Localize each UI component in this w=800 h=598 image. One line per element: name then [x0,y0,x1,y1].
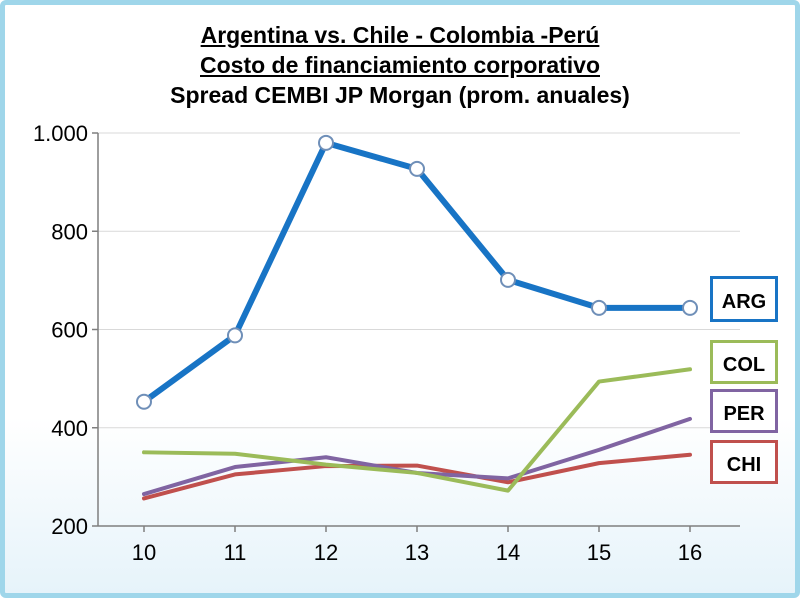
x-tick-label: 15 [587,540,611,565]
series-line-col [142,367,692,493]
legend-item-arg: ARG [710,276,778,322]
chart-titles: Argentina vs. Chile - Colombia -Perú Cos… [0,20,800,110]
series-line-chi [142,452,692,501]
x-tick-label: 10 [132,540,156,565]
data-point-arg [682,299,698,316]
data-point-arg [591,299,607,316]
y-tick-label: 200 [51,514,88,539]
data-point-arg [227,327,243,344]
chart-title: Argentina vs. Chile - Colombia -Perú [200,22,600,48]
y-tick-label: 1.000 [33,121,88,146]
chart-subtitle-2: Spread CEMBI JP Morgan (prom. anuales) [170,82,630,108]
data-point-arg [500,271,516,288]
legend-item-per: PER [710,389,778,433]
legend-item-chi: CHI [710,440,778,484]
data-point-arg [409,160,425,177]
chart-subtitle: Costo de financiamiento corporativo [200,52,600,78]
legend-item-col: COL [710,340,778,384]
x-tick-label: 13 [405,540,429,565]
data-point-arg [136,393,152,410]
x-tick-label: 12 [314,540,338,565]
series-line-arg [141,139,693,405]
y-tick-label: 800 [51,219,88,244]
series-line-per [142,416,692,497]
y-tick-label: 400 [51,416,88,441]
data-point-arg [318,134,334,151]
x-tick-label: 14 [496,540,520,565]
y-tick-label: 600 [51,318,88,343]
x-tick-label: 11 [224,540,247,565]
x-tick-label: 16 [678,540,702,565]
